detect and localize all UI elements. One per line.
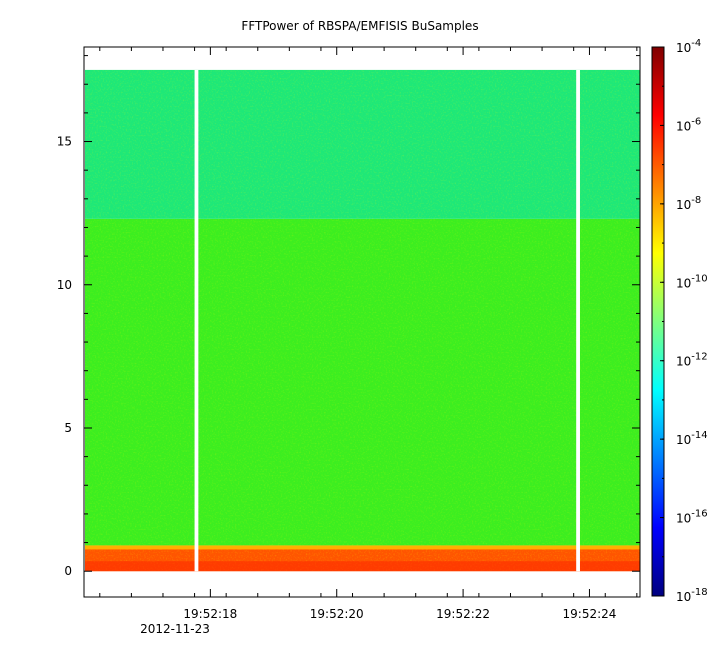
x-tick-label: 19:52:18: [183, 607, 237, 621]
y-axis: 0 5 10 15: [57, 55, 640, 578]
colorbar-tick-label: 10-6: [676, 116, 701, 133]
colorbar-tick-label: 10-14: [676, 430, 708, 447]
chart-title: FFTPower of RBSPA/EMFISIS BuSamples: [241, 19, 478, 33]
colorbar-tick-label: 10-4: [676, 38, 701, 55]
colorbar-tick-label: 10-16: [676, 509, 708, 526]
colorbar-tick-label: 10-18: [676, 587, 708, 604]
x-tick-label: 19:52:20: [310, 607, 364, 621]
x-axis: 19:52:18 19:52:20 19:52:22 19:52:24: [99, 47, 638, 621]
y-tick-label: 10: [57, 278, 72, 292]
spectrogram-band-texture: [85, 218, 640, 546]
spectrogram-band-edge: [85, 561, 640, 572]
spectrogram-band-texture: [85, 69, 640, 219]
spectrogram-band-edge: [85, 545, 640, 550]
x-date-label: 2012-11-23: [140, 622, 210, 636]
colorbar-tick-label: 10-10: [676, 273, 708, 290]
plot-frame: [83, 46, 641, 598]
y-tick-label: 15: [57, 135, 72, 149]
colorbar-tick-label: 10-8: [676, 195, 701, 212]
colorbar-tick-label: 10-12: [676, 352, 708, 369]
y-tick-label: 5: [64, 421, 72, 435]
x-tick-label: 19:52:22: [436, 607, 490, 621]
data-gap: [194, 69, 199, 572]
y-tick-label: 0: [64, 564, 72, 578]
data-gap: [576, 69, 580, 572]
plot-area: [83, 46, 641, 598]
colorbar: 10-4 10-6 10-8 10-10 10-12 10-14 10-16 10-18: [651, 38, 708, 604]
x-tick-label: 19:52:24: [563, 607, 617, 621]
